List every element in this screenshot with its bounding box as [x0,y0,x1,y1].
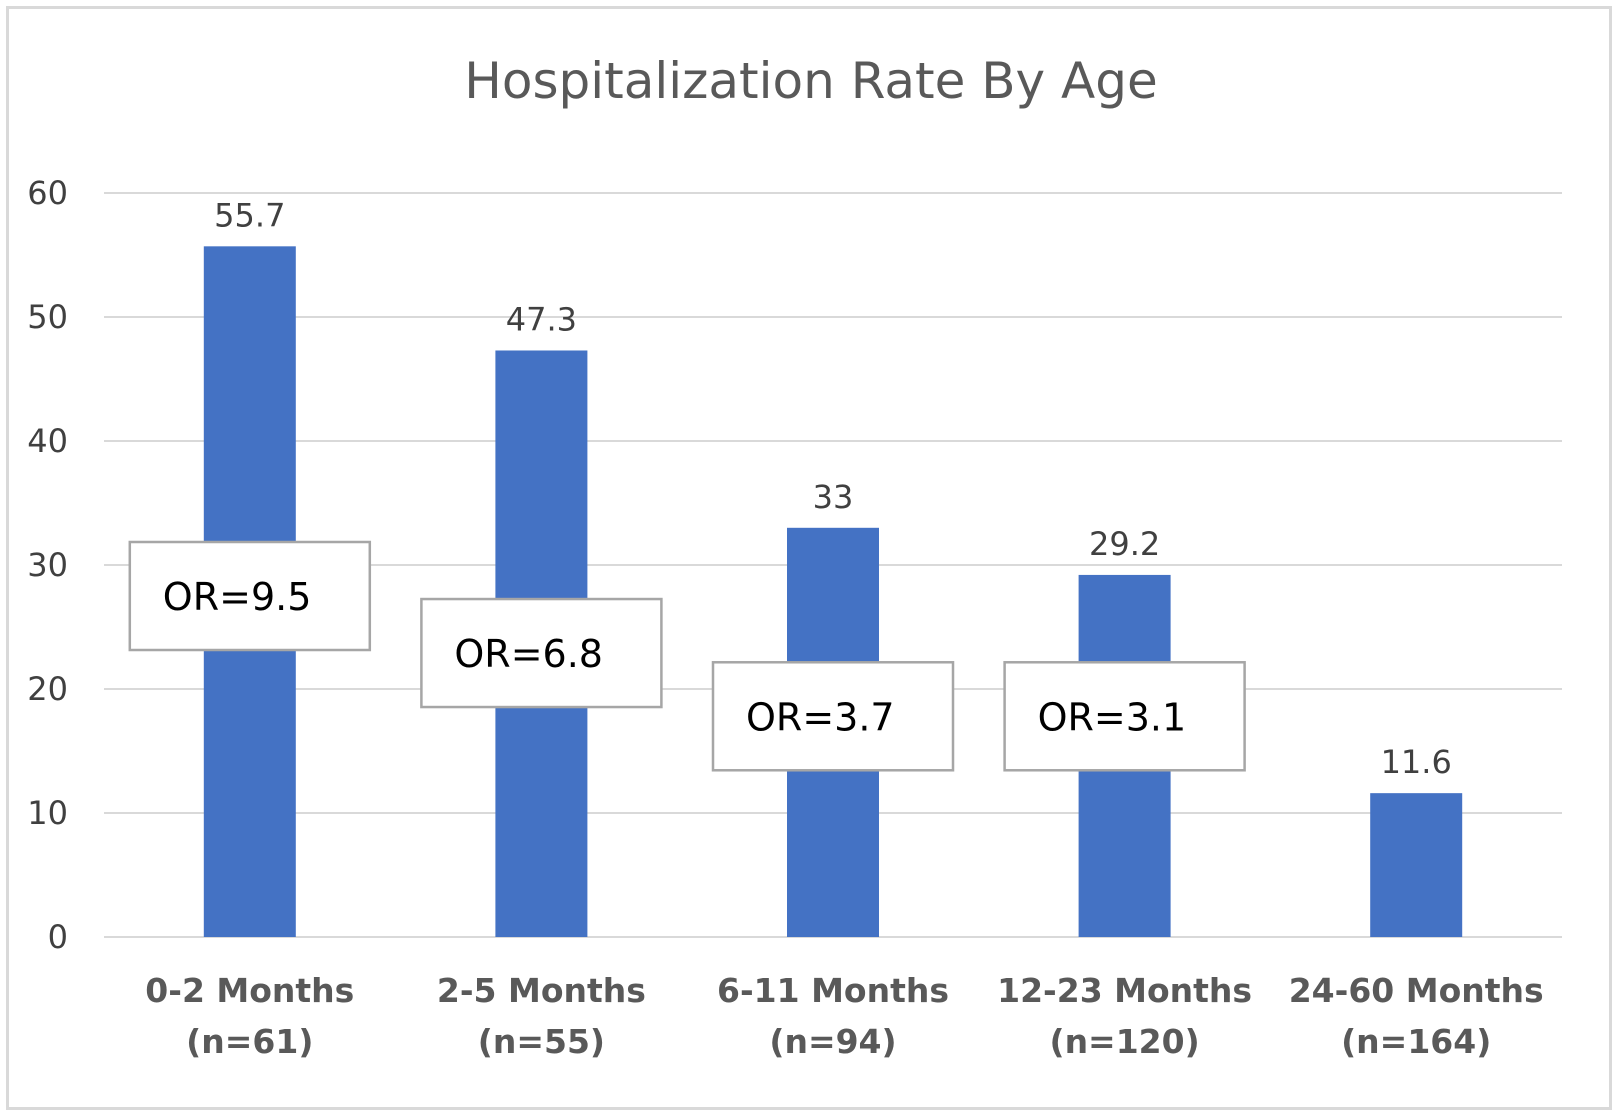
x-category-label: (n=61) [186,1022,313,1061]
y-tick-label: 60 [27,174,68,212]
y-tick-label: 20 [27,670,68,708]
or-annotation: OR=9.5 [128,540,372,652]
or-annotation: OR=3.7 [711,661,955,772]
data-label: 29.2 [1089,525,1160,563]
bar [1370,793,1463,937]
gridlines [104,192,1562,938]
y-axis-ticks: 0 10 20 30 40 50 60 [27,174,68,956]
data-label: 33 [813,478,854,516]
y-tick-label: 0 [48,918,68,956]
or-annotation: OR=6.8 [420,597,663,709]
or-annotation-box [711,661,955,772]
or-annotations: OR=9.5 OR=6.8 OR=3.7 OR=3.1 [128,540,1246,772]
y-tick-label: 40 [27,422,68,460]
x-category-label: 24-60 Months [1289,971,1544,1010]
or-annotation-text: OR=6.8 [454,632,603,676]
or-annotation-box [128,540,372,652]
x-category-label: (n=120) [1049,1022,1199,1061]
x-category-label: 2-5 Months [437,971,646,1010]
x-category-label: (n=55) [478,1022,605,1061]
x-category-label: 12-23 Months [997,971,1252,1010]
x-category-label: 6-11 Months [717,971,949,1010]
x-category-label: (n=94) [769,1022,896,1061]
data-label: 47.3 [506,300,577,338]
or-annotation-box [420,597,663,709]
x-axis-categories: 0-2 Months (n=61) 2-5 Months (n=55) 6-11 Mon… [145,971,1543,1061]
or-annotation-text: OR=3.7 [746,695,895,739]
or-annotation: OR=3.1 [1003,661,1246,772]
chart-title: Hospitalization Rate By Age [464,52,1157,110]
or-annotation-box [1003,661,1246,772]
y-tick-label: 50 [27,298,68,336]
x-category-label: 0-2 Months [145,971,354,1010]
x-category-label: (n=164) [1341,1022,1491,1061]
data-labels: 55.7 47.3 33 29.2 11.6 [214,196,1452,781]
data-label: 55.7 [214,196,285,234]
y-tick-label: 30 [27,546,68,584]
data-label: 11.6 [1381,743,1452,781]
or-annotation-text: OR=3.1 [1038,695,1187,739]
or-annotation-text: OR=9.5 [163,575,312,619]
bars [203,246,1463,938]
y-tick-label: 10 [27,794,68,832]
